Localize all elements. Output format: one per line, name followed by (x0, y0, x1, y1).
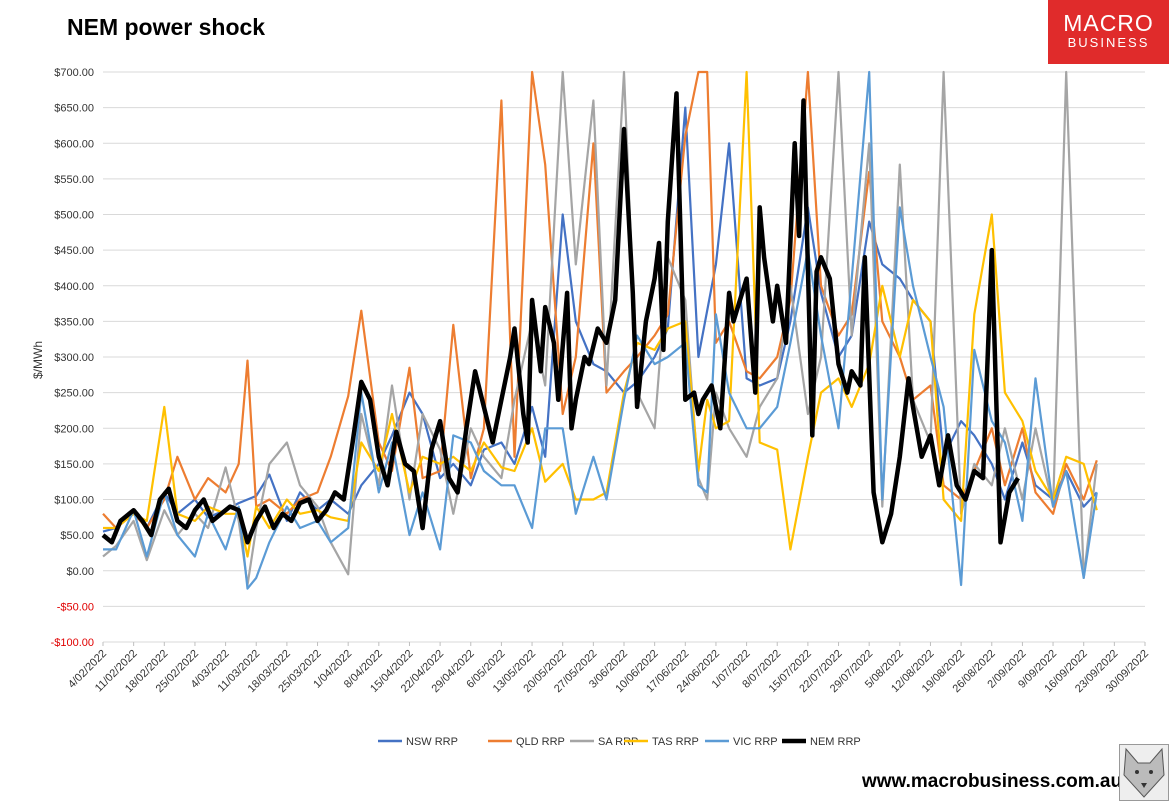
y-tick-label: $150.00 (54, 459, 94, 471)
wolf-logo-icon (1119, 744, 1169, 801)
y-tick-label: -$50.00 (57, 601, 94, 613)
macrobusiness-logo: MACRO BUSINESS (1048, 0, 1169, 64)
website-url[interactable]: www.macrobusiness.com.au (862, 771, 1123, 792)
legend-label: NEM RRP (810, 736, 861, 748)
y-tick-labels: -$100.00 -$50.00 $0.00 $50.00 $100.00 $150.00… (51, 67, 94, 649)
logo-line1: MACRO (1063, 10, 1154, 36)
y-tick-label: $50.00 (60, 530, 94, 542)
y-tick-label: $100.00 (54, 495, 94, 507)
legend-label: QLD RRP (516, 736, 565, 748)
x-tick-labels: 4/02/202211/02/202218/02/202225/02/20224… (66, 642, 1151, 695)
series-line-vic (103, 70, 1098, 590)
y-tick-label: $450.00 (54, 245, 94, 257)
series-line-nem (101, 91, 1020, 545)
y-tick-label: $700.00 (54, 67, 94, 79)
y-tick-label: $650.00 (54, 103, 94, 115)
logo-line2: BUSINESS (1067, 35, 1150, 50)
legend-label: VIC RRP (733, 736, 778, 748)
series-line-qld (102, 70, 1098, 530)
y-tick-label: $0.00 (66, 566, 94, 578)
y-tick-label: $250.00 (54, 388, 94, 400)
y-tick-label: $350.00 (54, 316, 94, 328)
y-tick-label: $600.00 (54, 138, 94, 150)
legend: NSW RRP QLD RRP SA RRP TAS RRP VIC RRP NEM RR… (378, 736, 861, 748)
page-title: NEM power shock (67, 14, 266, 40)
y-tick-label: $550.00 (54, 174, 94, 186)
legend-label: NSW RRP (406, 736, 458, 748)
series-lines (101, 70, 1098, 590)
y-tick-label: -$100.00 (51, 637, 94, 649)
y-tick-label: $500.00 (54, 210, 94, 222)
y-tick-label: $200.00 (54, 423, 94, 435)
y-tick-label: $300.00 (54, 352, 94, 364)
y-tick-label: $400.00 (54, 281, 94, 293)
y-axis-label: $/MWh (31, 341, 45, 379)
series-line-tas (103, 70, 1098, 558)
legend-label: TAS RRP (652, 736, 699, 748)
legend-label: SA RRP (598, 736, 638, 748)
